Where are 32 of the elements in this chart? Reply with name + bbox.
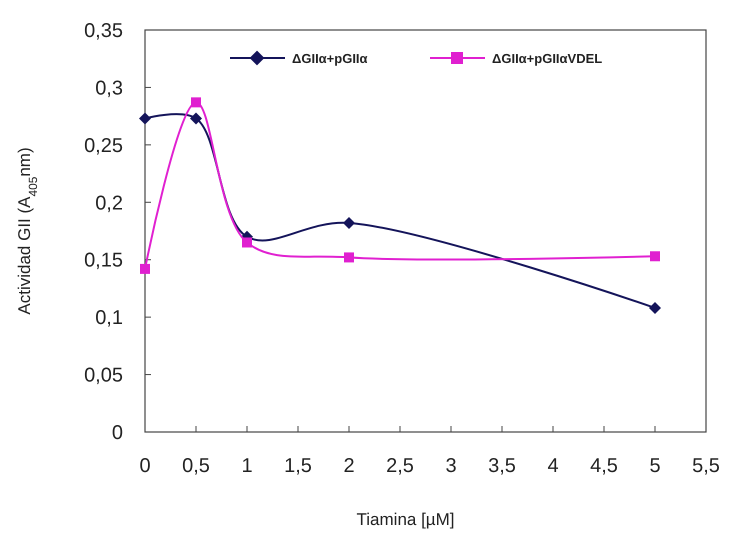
x-tick-label: 2,5 <box>386 455 414 477</box>
x-tick-label: 0,5 <box>182 455 210 477</box>
x-tick-label: 3 <box>445 455 457 477</box>
x-tick-label: 1,5 <box>284 455 312 477</box>
x-tick-label: 1 <box>241 455 253 477</box>
x-axis-title: Tiamina [µM] <box>356 510 454 529</box>
y-tick-label: 0,15 <box>84 250 123 272</box>
x-tick-label: 4 <box>547 455 559 477</box>
point <box>191 97 201 108</box>
point <box>343 216 355 229</box>
legend-label: ΔGIIα+pGIIα <box>292 51 368 66</box>
point <box>190 112 202 124</box>
legend-label: ΔGIIα+pGIIαVDEL <box>492 51 602 66</box>
x-tick-label: 5 <box>649 455 661 477</box>
y-tick-label: 0,25 <box>84 134 123 157</box>
y-tick-label: 0,05 <box>84 364 123 387</box>
x-tick-label: 3,5 <box>488 455 516 477</box>
y-tick-label: 0,35 <box>84 20 123 42</box>
x-tick-label: 2 <box>343 455 355 477</box>
point <box>139 112 151 124</box>
point <box>242 237 252 248</box>
point <box>140 264 150 274</box>
y-tick-label: 0,2 <box>95 192 123 214</box>
x-tick-label: 5,5 <box>692 455 720 477</box>
x-tick-label: 4,5 <box>590 455 618 477</box>
y-tick-label: 0,1 <box>95 307 123 330</box>
y-tick-label: 0 <box>112 422 123 444</box>
point <box>344 252 354 262</box>
point <box>650 251 660 262</box>
point <box>649 302 661 314</box>
x-tick-label: 0 <box>139 455 151 477</box>
y-tick-label: 0,3 <box>95 77 123 100</box>
